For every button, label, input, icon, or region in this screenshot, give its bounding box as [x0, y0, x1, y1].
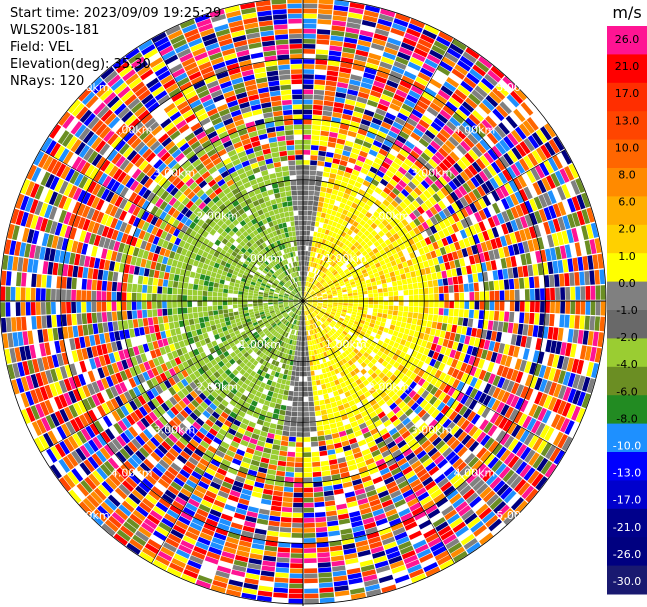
colorbar-tick: -2.0	[616, 331, 637, 344]
ring-label: 3.00km	[154, 424, 196, 437]
radial-lines	[0, 0, 606, 606]
colorbar-swatch	[607, 310, 647, 339]
ring-label: 4.00km	[111, 124, 153, 137]
ring-label: 1.00km	[239, 252, 281, 265]
colorbar-swatch	[607, 452, 647, 481]
colorbar-tick: -1.0	[616, 304, 637, 317]
colorbar-swatch	[607, 508, 647, 538]
ring-label: 2.00km	[197, 209, 239, 222]
colorbar-swatch	[607, 395, 647, 425]
ring-label: 1.00km	[325, 252, 367, 265]
ring-label: 4.00km	[454, 124, 496, 137]
colorbar-tick: 13.0	[615, 114, 640, 127]
ring-label: 2.00km	[368, 209, 410, 222]
colorbar-tick: -26.0	[613, 548, 641, 561]
colorbar-swatch	[607, 253, 647, 283]
colorbar-swatch	[607, 168, 647, 197]
colorbar-tick: -13.0	[613, 467, 641, 480]
colorbar-swatch	[607, 281, 647, 311]
colorbar-tick: 21.0	[615, 60, 640, 73]
colorbar-tick: -6.0	[616, 385, 637, 398]
ring-label: 1.00km	[325, 338, 367, 351]
ring-label: 5.00km	[68, 81, 110, 94]
ring-label: 2.00km	[368, 381, 410, 394]
ring-label: 2.00km	[197, 381, 239, 394]
field-label: Field: VEL	[10, 40, 73, 55]
colorbar-swatch	[607, 366, 647, 396]
colorbar-swatch	[607, 480, 647, 510]
colorbar-tick: 6.0	[618, 196, 636, 209]
colorbar-tick: 8.0	[618, 169, 636, 182]
ring-label: 4.00km	[454, 466, 496, 479]
ring-label: 3.00km	[411, 166, 453, 179]
nrays-label: NRays: 120	[10, 74, 85, 89]
colorbar-tick: -4.0	[616, 358, 637, 371]
start-time-label: Start time: 2023/09/09 19:25:29	[10, 6, 222, 21]
ring-label: 5.00km	[496, 81, 538, 94]
colorbar-swatch	[607, 82, 647, 112]
colorbar-swatch	[607, 537, 647, 567]
colorbar-tick: -8.0	[616, 412, 637, 425]
ring-label: 3.00km	[411, 424, 453, 437]
colorbar-swatch	[607, 111, 647, 141]
colorbar-tick: 2.0	[618, 223, 636, 236]
colorbar-tick: -21.0	[613, 521, 641, 534]
colorbar-tick: 17.0	[615, 87, 640, 100]
colorbar-swatch	[607, 139, 647, 169]
colorbar-swatch	[607, 338, 647, 368]
instrument-label: WLS200s-181	[10, 23, 100, 38]
colorbar-swatch	[607, 196, 647, 226]
ring-labels: 1.00km 1.00km 1.00km 1.00km 2.00km 2.00km 2.00…	[68, 81, 538, 522]
colorbar-swatch	[607, 565, 647, 595]
colorbar-swatch	[607, 26, 647, 55]
colorbar-tick: 0.0	[618, 277, 636, 290]
elevation-label: Elevation(deg): 35.30	[10, 57, 151, 72]
colorbar-tick: 1.0	[618, 250, 636, 263]
colorbar-swatch	[607, 224, 647, 254]
ring-label: 5.00km	[496, 509, 538, 522]
colorbar-tick: -30.0	[613, 575, 641, 588]
colorbar-tick: -10.0	[613, 440, 641, 453]
colorbar-swatch	[607, 54, 647, 84]
colorbar-tick: -17.0	[613, 494, 641, 507]
ring-label: 3.00km	[154, 166, 196, 179]
ring-label: 1.00km	[239, 338, 281, 351]
velocity-cells	[0, 0, 606, 604]
ring-label: 4.00km	[111, 466, 153, 479]
colorbar-title: m/s	[612, 3, 641, 22]
ring-label: 5.00km	[68, 509, 110, 522]
colorbar-tick: 26.0	[615, 33, 640, 46]
colorbar-swatch	[607, 423, 647, 453]
colorbar-tick: 10.0	[615, 141, 640, 154]
